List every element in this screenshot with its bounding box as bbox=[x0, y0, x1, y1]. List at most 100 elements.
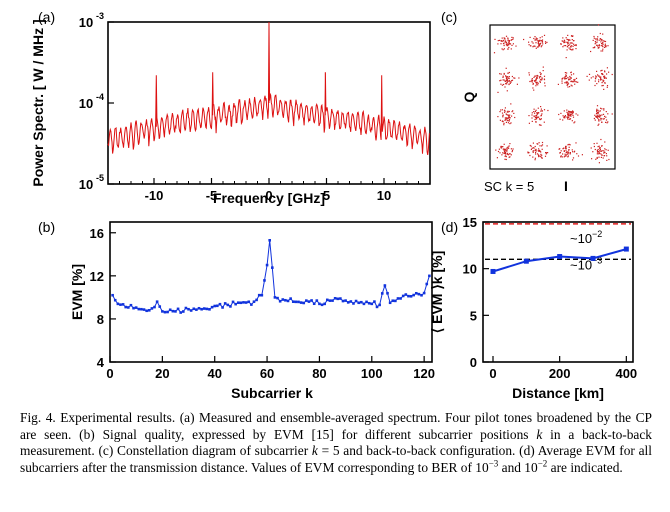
panel-c-symbol bbox=[586, 75, 588, 77]
panel-c-symbol bbox=[595, 75, 597, 77]
panel-c-symbol bbox=[501, 37, 503, 39]
panel-b-point bbox=[140, 307, 143, 311]
panel-c-symbol bbox=[535, 42, 537, 44]
panel-c-symbol bbox=[575, 44, 577, 47]
panel-c-symbol bbox=[604, 82, 606, 84]
panel-c-symbol bbox=[600, 119, 602, 121]
panel-c-symbol bbox=[595, 42, 597, 44]
panel-c-symbol bbox=[528, 74, 530, 76]
panel-c-symbol bbox=[594, 114, 596, 116]
panel-c-symbol bbox=[510, 81, 512, 83]
panel-c-symbol bbox=[590, 50, 592, 53]
panel-c-symbol bbox=[537, 82, 539, 84]
panel-c-symbol bbox=[571, 42, 573, 44]
panel-c-symbol bbox=[567, 76, 569, 79]
panel-c-symbol bbox=[508, 117, 510, 119]
panel-c-symbol bbox=[594, 38, 597, 40]
panel-c-symbol bbox=[497, 116, 499, 118]
caption-part-1: Fig. 4. Experimental results. (a) Measur… bbox=[20, 410, 652, 442]
panel-c-symbol bbox=[533, 108, 535, 110]
panel-c-symbol bbox=[498, 148, 500, 150]
panel-c-symbol bbox=[534, 149, 536, 152]
panel-c-symbol bbox=[536, 38, 539, 40]
panel-c-symbol bbox=[505, 41, 508, 44]
panel-c-symbol bbox=[567, 144, 569, 146]
panel-c-symbol bbox=[574, 80, 576, 82]
panel-c-symbol bbox=[511, 79, 514, 81]
panel-d-threshold-exponent: −3 bbox=[592, 255, 602, 265]
panel-c-symbol bbox=[607, 149, 609, 151]
panel-b-point bbox=[179, 311, 182, 314]
panel-c-symbol bbox=[598, 44, 600, 46]
panel-c-symbol bbox=[533, 76, 535, 78]
panel-b-point bbox=[176, 307, 180, 311]
panel-c-symbol bbox=[598, 120, 600, 122]
panel-b-point bbox=[407, 294, 410, 298]
panel-c-symbol bbox=[558, 113, 560, 116]
panel-c-symbol bbox=[505, 148, 507, 150]
panel-c-symbol bbox=[534, 36, 536, 38]
panel-b-point bbox=[221, 306, 224, 309]
panel-d-point bbox=[590, 255, 596, 261]
panel-c-symbol bbox=[541, 144, 544, 146]
panel-c-symbol bbox=[540, 73, 542, 75]
panel-b-point bbox=[289, 297, 292, 300]
panel-c-symbol bbox=[566, 109, 568, 111]
panel-b-point bbox=[370, 302, 374, 306]
panel-b-point bbox=[357, 301, 360, 305]
panel-c-symbol bbox=[600, 107, 602, 109]
panel-b-point bbox=[417, 292, 421, 296]
panel-c-symbol bbox=[607, 45, 609, 47]
panel-c-symbol bbox=[606, 159, 608, 161]
panel-b-point bbox=[231, 300, 235, 304]
panel-b-point bbox=[147, 309, 151, 312]
panel-c-symbol bbox=[541, 77, 543, 79]
panel-c-symbol bbox=[502, 152, 504, 154]
panel-c-symbol bbox=[562, 77, 564, 79]
panel-c-symbol bbox=[541, 39, 544, 41]
panel-c-symbol bbox=[505, 158, 507, 161]
panel-c-symbol bbox=[538, 142, 540, 144]
panel-c-symbol bbox=[530, 148, 532, 150]
panel-c-symbol bbox=[559, 118, 561, 120]
panel-c-symbol bbox=[598, 119, 600, 121]
panel-c-symbol bbox=[540, 151, 542, 153]
panel-c-symbol bbox=[597, 124, 599, 126]
panel-c-symbol bbox=[532, 83, 534, 85]
panel-c-symbol bbox=[529, 144, 531, 147]
panel-c-symbol bbox=[600, 38, 602, 40]
panel-c-symbol bbox=[505, 40, 507, 42]
panel-d-markers bbox=[490, 246, 629, 274]
panel-b-point bbox=[312, 302, 316, 306]
panel-a-xtick-label: 5 bbox=[323, 188, 330, 203]
panel-c-symbol bbox=[502, 39, 504, 41]
panel-c-symbol bbox=[536, 77, 539, 79]
panel-c-symbol bbox=[511, 80, 513, 82]
panel-c-symbol bbox=[503, 72, 505, 75]
panel-c-symbol bbox=[503, 83, 505, 86]
panel-c-symbol bbox=[507, 38, 509, 40]
panel-c-symbol bbox=[500, 43, 502, 45]
panel-c-symbol bbox=[531, 78, 533, 80]
panel-c-symbol bbox=[502, 79, 504, 81]
panel-c-symbol bbox=[568, 146, 570, 148]
panel-b-point bbox=[166, 310, 169, 314]
panel-c-symbol bbox=[567, 113, 569, 116]
panel-c-symbol bbox=[590, 147, 592, 149]
panel-c-symbol bbox=[599, 116, 601, 118]
panel-c-symbol bbox=[535, 153, 537, 155]
panel-c-symbol bbox=[605, 111, 607, 113]
panel-c-symbol bbox=[593, 37, 595, 39]
panel-c-symbol bbox=[503, 48, 505, 50]
panel-c-symbol bbox=[570, 111, 572, 113]
panel-d-ylabel: ⟨ EVM ⟩k [%] bbox=[429, 251, 445, 334]
panel-c-symbol bbox=[575, 81, 578, 83]
panel-c-symbol bbox=[603, 80, 605, 82]
panel-c-symbol bbox=[601, 43, 603, 45]
panel-b-point bbox=[205, 307, 209, 311]
panel-c-symbol bbox=[565, 149, 567, 151]
panel-c-symbol bbox=[569, 153, 571, 155]
panel-b-point bbox=[168, 308, 172, 312]
panel-c-symbol bbox=[588, 79, 590, 81]
panel-b-point bbox=[412, 293, 415, 297]
